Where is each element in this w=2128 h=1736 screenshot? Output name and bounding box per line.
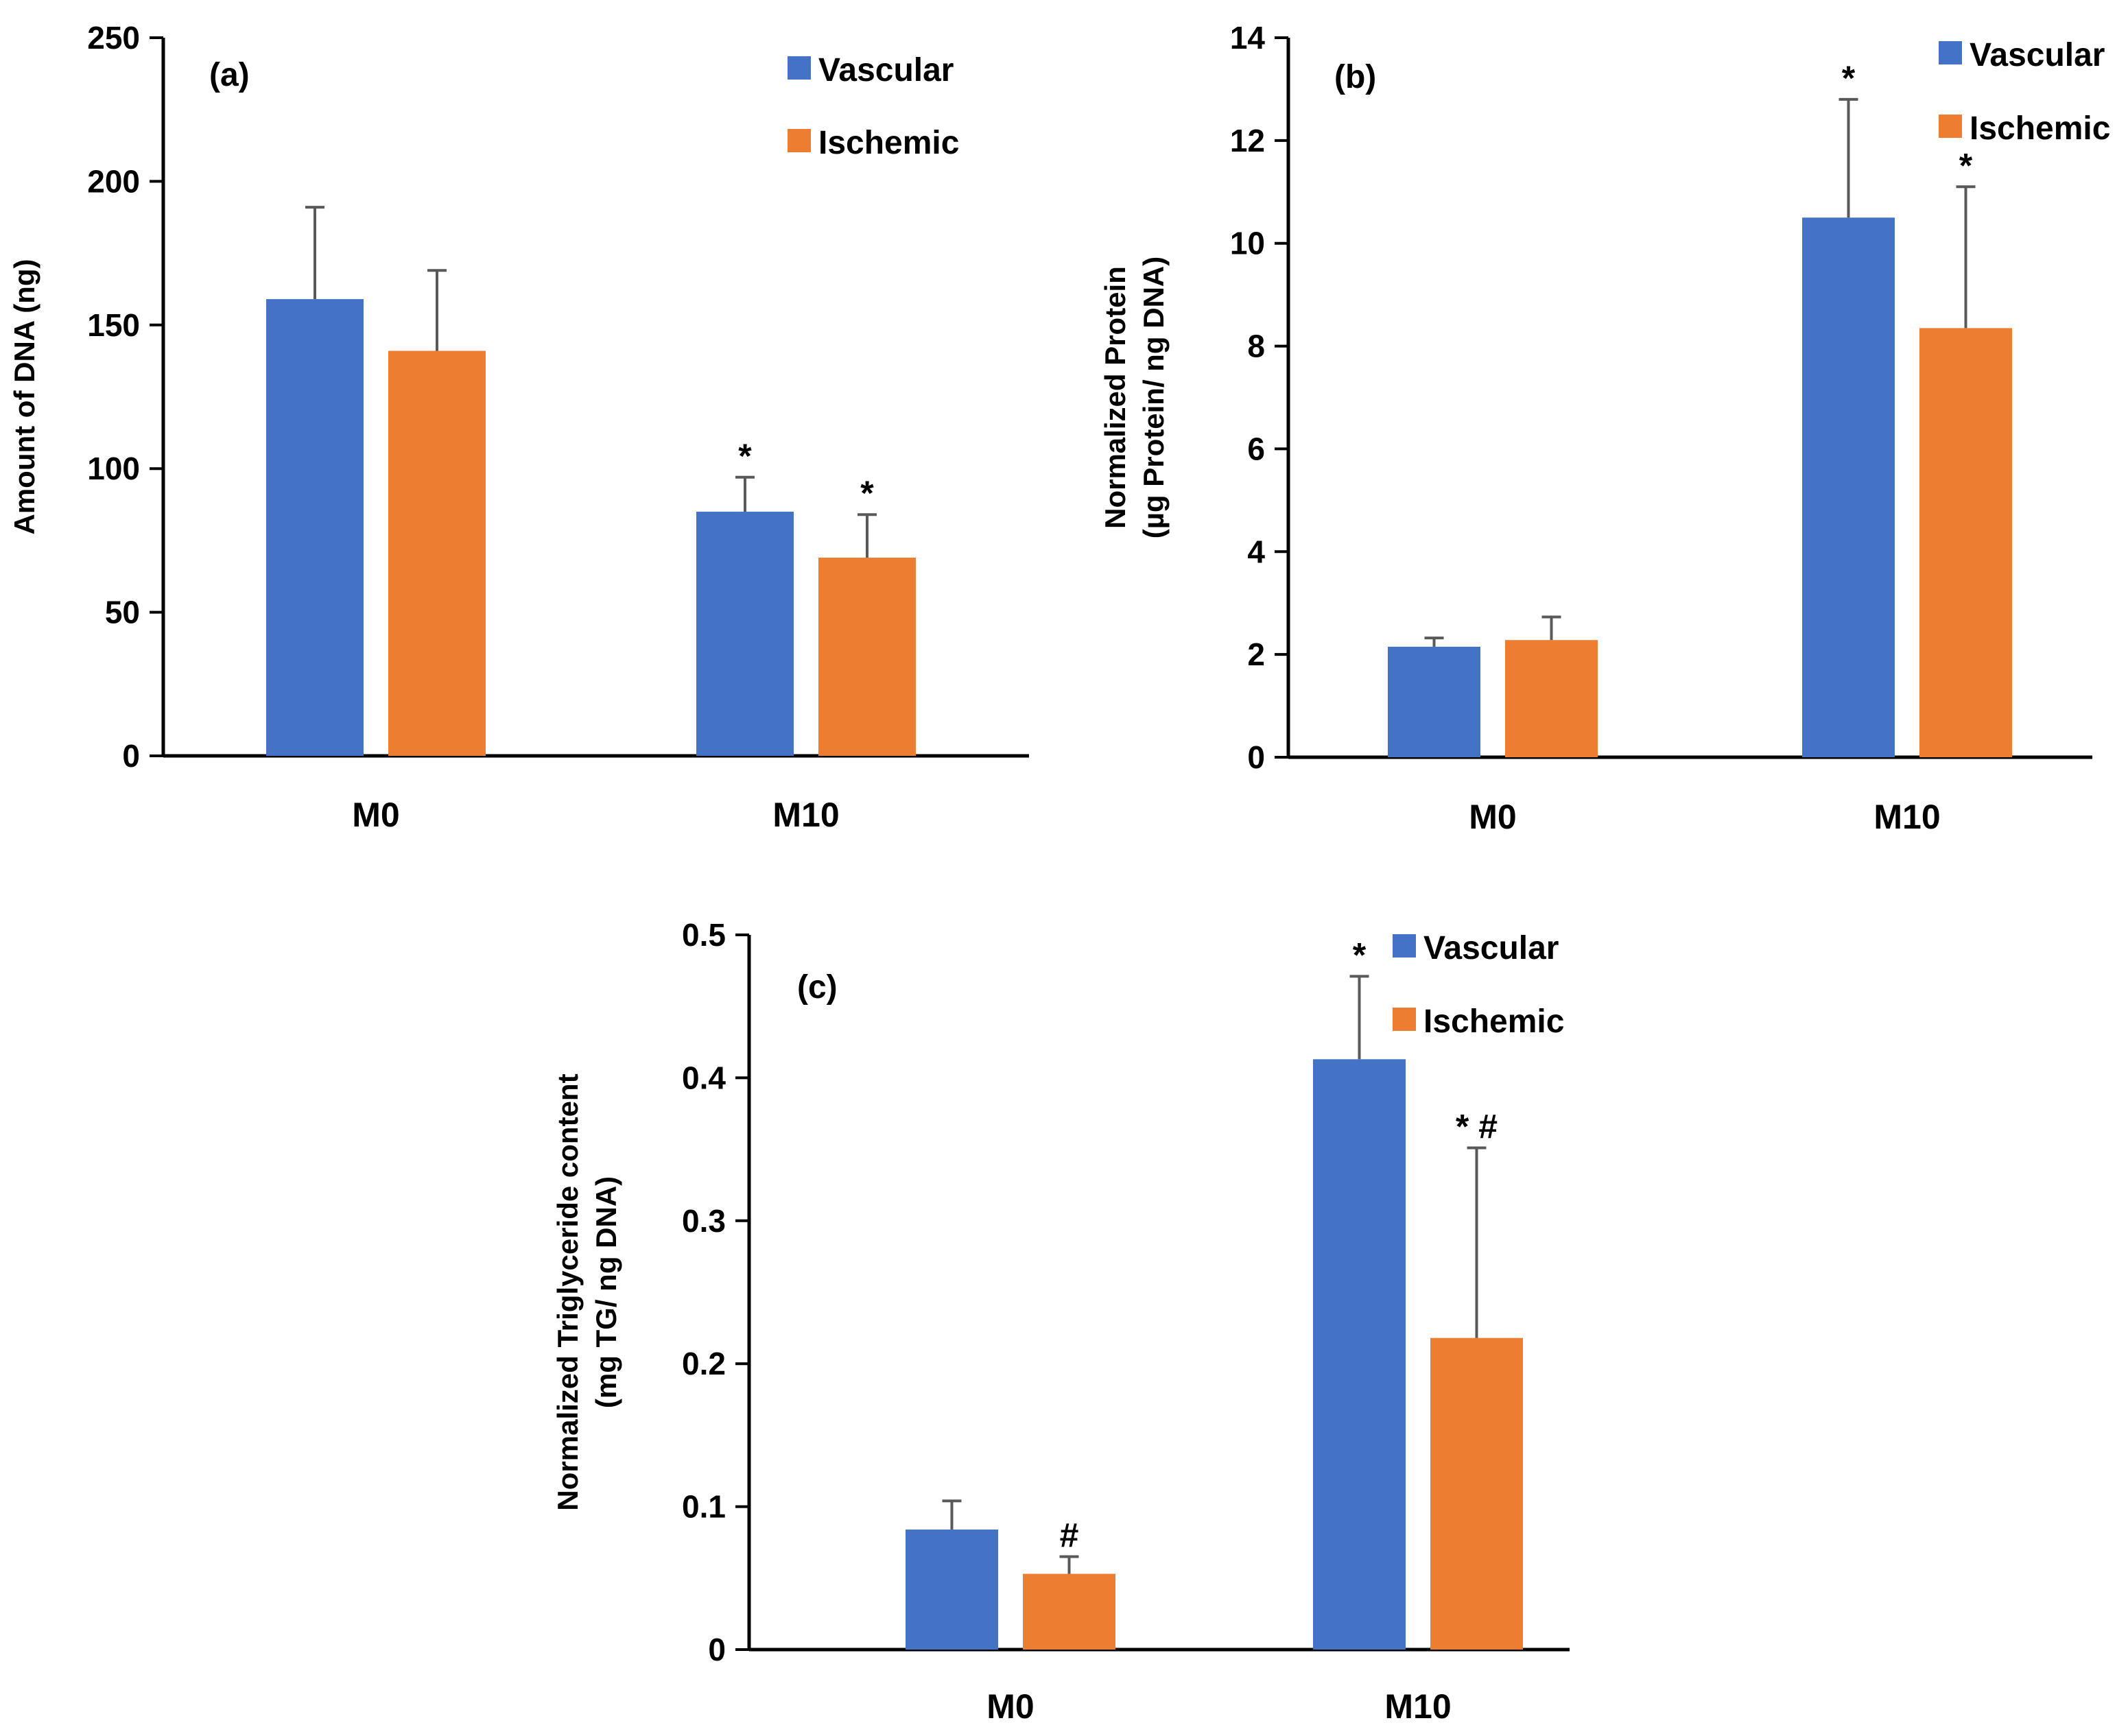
y-tick-label: 0 [122,738,140,774]
y-tick-label: 0.4 [682,1060,726,1095]
legend-label-ischemic: Ischemic [1970,110,2110,147]
y-tick-label: 4 [1247,534,1265,569]
y-tick-label: 0.3 [682,1203,726,1239]
x-category-label: M10 [772,796,839,834]
legend-swatch-vascular [788,56,811,80]
y-axis-label: Normalized Triglyceride content [552,1073,584,1510]
legend-label-vascular: Vascular [818,52,954,88]
bar-ischemic-m0 [388,350,486,756]
legend-label-vascular: Vascular [1970,37,2105,73]
bar-ischemic-m10 [1430,1337,1523,1650]
bar-vascular-m10 [696,512,794,756]
significance-mark: * # [1456,1108,1498,1146]
bar-vascular-m0 [1388,646,1480,757]
y-axis-label: (mg TG/ ng DNA) [590,1176,622,1408]
y-tick-label: 0.5 [682,917,726,953]
significance-mark: * [1959,146,1973,185]
y-tick-label: 0 [708,1632,726,1667]
significance-mark: * [738,437,752,475]
legend-swatch-ischemic [788,129,811,152]
x-category-label: M0 [1469,798,1516,836]
legend-swatch-ischemic [1393,1008,1416,1031]
chart-panel-b: 0 2 4 6 8 10 12 14 Normalized Protein (µg Protein… [1099,20,2110,836]
legend-label-ischemic: Ischemic [1423,1003,1564,1040]
bar-vascular-m0 [906,1529,998,1650]
bar-ischemic-m10 [1919,328,2012,757]
legend-swatch-vascular [1393,934,1416,958]
y-tick-label: 2 [1247,637,1265,672]
panel-label: (c) [797,969,838,1006]
legend-swatch-ischemic [1939,115,1962,138]
y-tick-label: 250 [87,20,140,56]
y-tick-label: 0.1 [682,1489,726,1525]
x-category-label: M10 [1873,798,1940,836]
y-tick-label: 14 [1230,20,1266,56]
y-tick-label: 150 [87,307,140,343]
bar-vascular-m0 [266,299,364,756]
significance-mark: # [1060,1517,1079,1555]
significance-mark: * [1842,59,1856,97]
y-tick-label: 0.2 [682,1346,726,1381]
legend-label-vascular: Vascular [1423,930,1559,966]
significance-mark: * [860,474,874,512]
y-tick-label: 0 [1247,739,1265,775]
x-category-label: M0 [352,796,399,834]
significance-mark: * [1353,936,1367,974]
panel-label: (a) [209,57,250,93]
chart-panel-c: 0 0.1 0.2 0.3 0.4 0.5 Normalized Triglyceride … [552,917,1570,1726]
y-tick-label: 12 [1230,123,1265,158]
panel-label: (b) [1334,59,1376,95]
y-axis-label: Normalized Protein [1099,266,1131,529]
bar-ischemic-m0 [1505,640,1598,757]
y-tick-label: 50 [105,595,140,630]
y-tick-label: 200 [87,163,140,199]
y-tick-label: 6 [1247,431,1265,466]
x-category-label: M10 [1384,1687,1451,1726]
bar-ischemic-m10 [818,558,916,756]
bar-vascular-m10 [1313,1059,1406,1650]
bar-vascular-m10 [1802,217,1895,757]
y-tick-label: 100 [87,451,140,486]
y-axis-label: Amount of DNA (ng) [8,259,40,535]
bar-ischemic-m0 [1023,1573,1115,1650]
x-category-label: M0 [986,1687,1034,1726]
y-tick-label: 10 [1230,226,1265,261]
y-tick-label: 8 [1247,329,1265,364]
y-axis-label: (µg Protein/ ng DNA) [1137,257,1170,539]
chart-panel-a: 0 50 100 150 200 250 Amount of DNA (ng) M0 M10 * *… [8,20,1029,834]
legend-label-ischemic: Ischemic [818,125,959,161]
legend-swatch-vascular [1939,41,1962,64]
